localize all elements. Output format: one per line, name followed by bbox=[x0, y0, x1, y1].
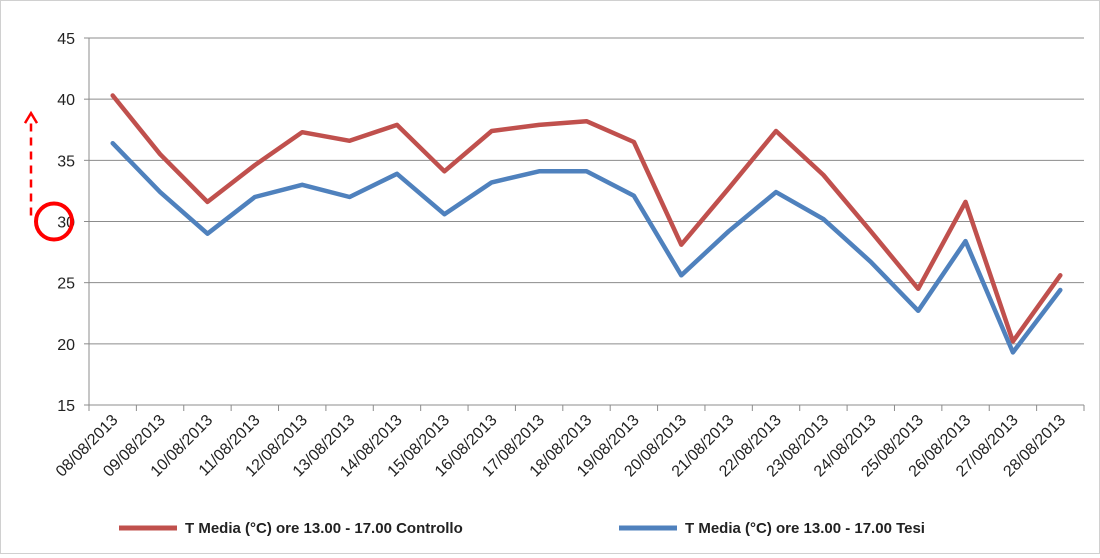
y-tick-label: 45 bbox=[57, 31, 75, 48]
x-axis: 08/08/201309/08/201310/08/201311/08/2013… bbox=[53, 405, 1084, 480]
y-tick-label: 20 bbox=[57, 337, 75, 354]
y-tick-label: 40 bbox=[57, 92, 75, 109]
gridlines bbox=[89, 38, 1084, 405]
y-tick-label: 35 bbox=[57, 153, 75, 170]
series-lines bbox=[113, 95, 1061, 352]
arrow-head bbox=[25, 113, 37, 123]
legend: T Media (°C) ore 13.00 - 17.00 Controllo… bbox=[119, 520, 925, 537]
legend-label-1: T Media (°C) ore 13.00 - 17.00 Controllo bbox=[185, 520, 463, 537]
legend-label-2: T Media (°C) ore 13.00 - 17.00 Tesi bbox=[685, 520, 925, 537]
series-line-2 bbox=[113, 143, 1061, 352]
y-tick-label: 25 bbox=[57, 276, 75, 293]
y-tick-label: 15 bbox=[57, 398, 75, 415]
series-line-1 bbox=[113, 96, 1061, 342]
